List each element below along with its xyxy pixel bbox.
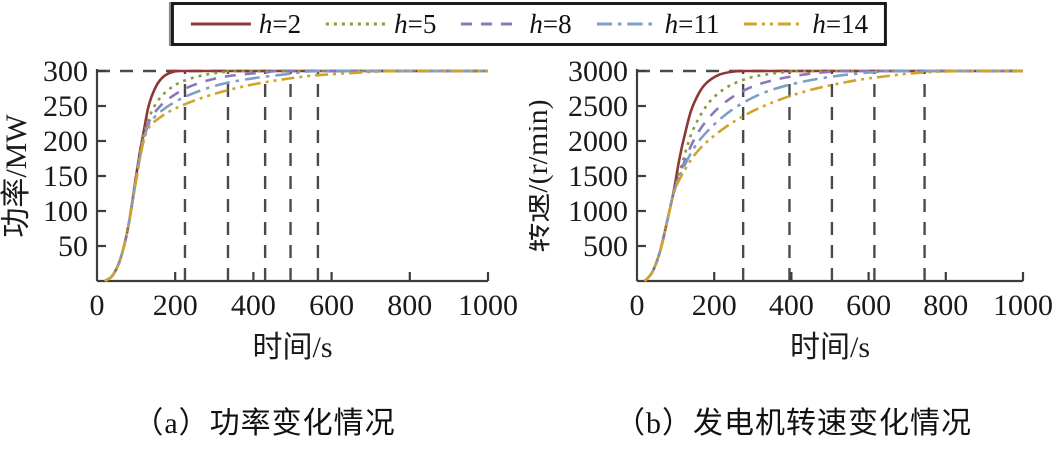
y-tick-label: 200 [43,125,88,158]
caption-a: （a）功率变化情况 [133,407,396,440]
y-tick-label: 500 [583,230,628,263]
captions-row: （a）功率变化情况 （b）发电机转速变化情况 [0,398,1058,448]
x-tick-label: 800 [923,289,968,322]
x-axis-title: 时间/s [790,331,870,364]
series-curve-h2 [104,69,488,283]
legend-item-h14: h=14 [743,8,869,39]
x-tick-label: 400 [769,289,814,322]
y-axis-title: 转速/(r/min) [529,99,554,252]
x-tick-label: 1000 [993,289,1053,322]
legend-item-h8: h=8 [460,8,572,39]
x-tick-label: 1000 [458,289,518,322]
series-curve-h8 [104,69,488,283]
x-tick-label: 600 [846,289,891,322]
x-tick-label: 200 [692,289,737,322]
series-curve-h14 [643,69,1023,282]
legend-item-h5: h=5 [325,8,437,39]
y-tick-label: 2000 [568,125,628,158]
y-tick-label: 100 [43,195,88,228]
y-tick-label: 300 [43,55,88,88]
legend: h=2 h=5 h=8 h=11 h=14 [170,2,888,46]
x-tick-label: 400 [231,289,276,322]
legend-line-sample-icon [744,22,805,26]
caption-b: （b）发电机转速变化情况 [615,407,972,440]
y-tick-label: 1000 [568,195,628,228]
legend-line-sample-icon [326,22,387,26]
x-axis-title: 时间/s [252,331,332,364]
legend-item-h11: h=11 [596,8,720,39]
series-curve-h2 [643,69,1023,282]
legend-label: h=5 [394,8,437,39]
legend-label: h=8 [529,8,572,39]
legend-label: h=11 [664,8,720,39]
charts-row: 50 100 150 200 250 300 0 200 400 600 800 1000 时间/s 功率… [0,45,1058,375]
series-curve-h5 [104,69,488,283]
x-tick-label: 0 [630,289,645,322]
y-tick-label: 2500 [568,90,628,123]
series-curve-h5 [643,69,1023,282]
legend-item-h2: h=2 [190,8,302,39]
x-tick-label: 800 [387,289,432,322]
legend-line-sample-icon [461,22,522,26]
y-tick-label: 1500 [568,160,628,193]
legend-label: h=2 [258,8,302,39]
y-tick-label: 150 [43,160,88,193]
series-curve-h14 [104,69,488,283]
legend-label: h=14 [812,8,869,39]
legend-line-sample-icon [190,22,251,26]
legend-line-sample-icon [596,22,657,26]
y-tick-label: 50 [58,230,88,263]
series-curve-h11 [643,69,1023,282]
series-curve-h8 [643,69,1023,282]
x-tick-label: 0 [90,289,105,322]
x-tick-label: 600 [309,289,354,322]
y-tick-label: 250 [43,90,88,123]
y-axis-title: 功率/MW [0,114,33,238]
y-tick-label: 3000 [568,55,628,88]
x-tick-label: 200 [153,289,198,322]
series-curve-h11 [104,69,488,283]
